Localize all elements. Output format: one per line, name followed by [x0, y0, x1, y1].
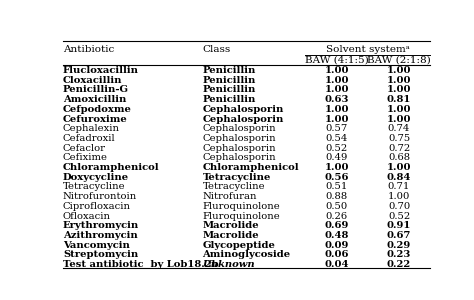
Text: 0.75: 0.75 — [388, 134, 410, 143]
Text: Cephalexin: Cephalexin — [63, 124, 120, 133]
Text: Cephalosporin: Cephalosporin — [202, 134, 276, 143]
Text: 0.52: 0.52 — [388, 212, 410, 220]
Text: Flucloxacillin: Flucloxacillin — [63, 66, 139, 75]
Text: 0.67: 0.67 — [387, 231, 411, 240]
Text: 1.00: 1.00 — [387, 163, 411, 172]
Text: Cefixime: Cefixime — [63, 153, 108, 162]
Text: 0.88: 0.88 — [326, 192, 348, 201]
Text: Aminoglycoside: Aminoglycoside — [202, 250, 291, 260]
Text: 0.29: 0.29 — [387, 241, 411, 250]
Text: Chloramphenicol: Chloramphenicol — [63, 163, 160, 172]
Text: 0.72: 0.72 — [388, 144, 410, 153]
Text: 1.00: 1.00 — [387, 66, 411, 75]
Text: Erythromycin: Erythromycin — [63, 221, 139, 230]
Text: BAW (4:1:5): BAW (4:1:5) — [305, 56, 368, 64]
Text: 1.00: 1.00 — [387, 85, 411, 94]
Text: 0.57: 0.57 — [326, 124, 348, 133]
Text: 0.84: 0.84 — [387, 173, 411, 182]
Text: 0.52: 0.52 — [326, 144, 348, 153]
Text: Cefuroxime: Cefuroxime — [63, 115, 128, 124]
Text: Cefaclor: Cefaclor — [63, 144, 106, 153]
Text: 1.00: 1.00 — [324, 163, 349, 172]
Text: Penicillin: Penicillin — [202, 85, 256, 94]
Text: 1.00: 1.00 — [387, 105, 411, 114]
Text: Macrolide: Macrolide — [202, 231, 259, 240]
Text: 1.00: 1.00 — [324, 76, 349, 85]
Text: Solvent systemᵃ: Solvent systemᵃ — [326, 45, 410, 54]
Text: 1.00: 1.00 — [324, 105, 349, 114]
Text: 0.26: 0.26 — [326, 212, 347, 220]
Text: 0.50: 0.50 — [326, 202, 348, 211]
Text: 0.68: 0.68 — [388, 153, 410, 162]
Text: Streptomycin: Streptomycin — [63, 250, 138, 260]
Text: 1.00: 1.00 — [387, 115, 411, 124]
Text: 0.09: 0.09 — [324, 241, 349, 250]
Text: 0.06: 0.06 — [324, 250, 349, 260]
Text: Tetracycline: Tetracycline — [63, 182, 126, 191]
Text: 0.74: 0.74 — [388, 124, 410, 133]
Text: Cefpodoxme: Cefpodoxme — [63, 105, 132, 114]
Text: Azithromycin: Azithromycin — [63, 231, 137, 240]
Text: Penicillin: Penicillin — [202, 66, 256, 75]
Text: Antibiotic: Antibiotic — [63, 45, 114, 54]
Text: Penicillin: Penicillin — [202, 76, 256, 85]
Text: Cephalosporin: Cephalosporin — [202, 115, 284, 124]
Text: 1.00: 1.00 — [324, 115, 349, 124]
Text: 1.00: 1.00 — [324, 85, 349, 94]
Text: Cloxacillin: Cloxacillin — [63, 76, 122, 85]
Text: Unknown: Unknown — [202, 260, 255, 269]
Text: Nitrofuran: Nitrofuran — [202, 192, 257, 201]
Text: BAW (2:1:8): BAW (2:1:8) — [367, 56, 431, 64]
Text: 0.69: 0.69 — [324, 221, 349, 230]
Text: 0.56: 0.56 — [324, 173, 349, 182]
Text: Fluroquinolone: Fluroquinolone — [202, 212, 280, 220]
Text: 0.23: 0.23 — [387, 250, 411, 260]
Text: 1.00: 1.00 — [324, 66, 349, 75]
Text: Chloramphenicol: Chloramphenicol — [202, 163, 299, 172]
Text: 1.00: 1.00 — [388, 192, 410, 201]
Text: 0.51: 0.51 — [326, 182, 348, 191]
Text: 0.48: 0.48 — [324, 231, 349, 240]
Text: 0.63: 0.63 — [324, 95, 349, 104]
Text: Cephalosporin: Cephalosporin — [202, 144, 276, 153]
Text: 0.49: 0.49 — [326, 153, 348, 162]
Text: 0.70: 0.70 — [388, 202, 410, 211]
Text: 0.91: 0.91 — [387, 221, 411, 230]
Text: Test antibiotic  by Lob18.2b: Test antibiotic by Lob18.2b — [63, 260, 219, 269]
Text: Cephalosporin: Cephalosporin — [202, 105, 284, 114]
Text: Penicillin: Penicillin — [202, 95, 256, 104]
Text: 0.81: 0.81 — [387, 95, 411, 104]
Text: Nitrofurontoin: Nitrofurontoin — [63, 192, 137, 201]
Text: Doxycycline: Doxycycline — [63, 173, 129, 182]
Text: Macrolide: Macrolide — [202, 221, 259, 230]
Text: Glycopeptide: Glycopeptide — [202, 241, 275, 250]
Text: Tetracycline: Tetracycline — [202, 173, 271, 182]
Text: Cephalosporin: Cephalosporin — [202, 124, 276, 133]
Text: Ciprofloxacin: Ciprofloxacin — [63, 202, 131, 211]
Text: 0.71: 0.71 — [388, 182, 410, 191]
Text: Vancomycin: Vancomycin — [63, 241, 130, 250]
Text: Class: Class — [202, 45, 231, 54]
Text: 0.22: 0.22 — [387, 260, 411, 269]
Text: 1.00: 1.00 — [387, 76, 411, 85]
Text: Cephalosporin: Cephalosporin — [202, 153, 276, 162]
Text: Amoxicillin: Amoxicillin — [63, 95, 126, 104]
Text: Fluroquinolone: Fluroquinolone — [202, 202, 280, 211]
Text: 0.54: 0.54 — [326, 134, 348, 143]
Text: Tetracycline: Tetracycline — [202, 182, 265, 191]
Text: 0.04: 0.04 — [324, 260, 349, 269]
Text: Penicillin-G: Penicillin-G — [63, 85, 129, 94]
Text: Cefadroxil: Cefadroxil — [63, 134, 116, 143]
Text: Ofloxacin: Ofloxacin — [63, 212, 111, 220]
